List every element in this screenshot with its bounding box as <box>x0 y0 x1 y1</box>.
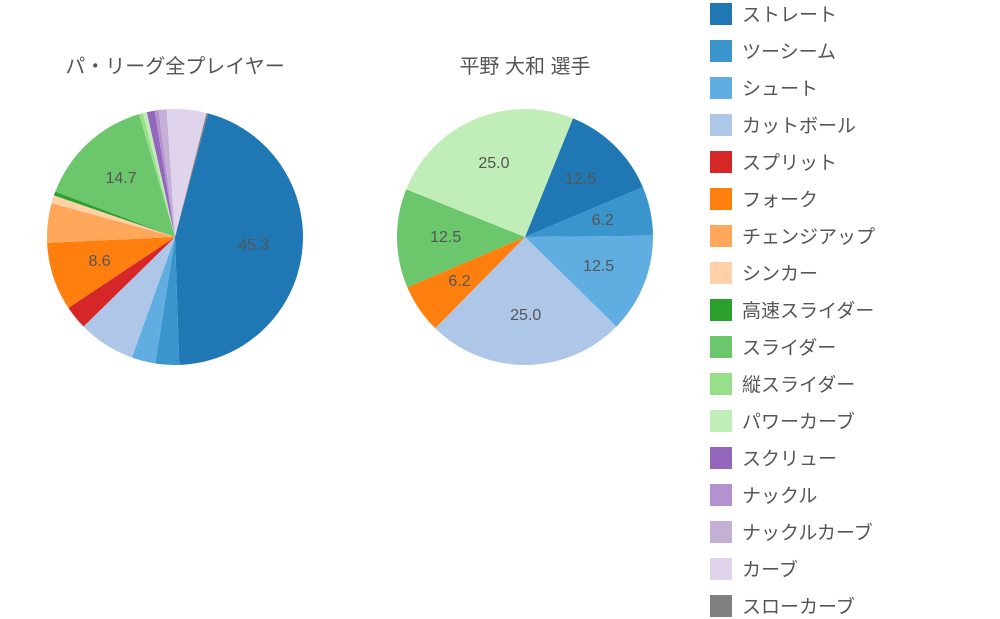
pie-chart-right-pie: 12.56.212.525.06.212.525.0 <box>397 109 653 370</box>
legend-label: カットボール <box>742 111 856 138</box>
legend-item: シンカー <box>710 259 990 286</box>
legend-label: スプリット <box>742 148 837 175</box>
legend-item: スプリット <box>710 148 990 175</box>
legend-swatch <box>710 40 732 62</box>
legend-item: ナックルカーブ <box>710 518 990 545</box>
legend-swatch <box>710 484 732 506</box>
pie-right-svg <box>397 109 653 365</box>
legend-label: スローカーブ <box>742 592 855 619</box>
legend-label: 縦スライダー <box>742 370 855 397</box>
legend-item: ストレート <box>710 0 990 27</box>
legend-label: スクリュー <box>742 444 837 471</box>
legend-swatch <box>710 188 732 210</box>
charts-region: パ・リーグ全プレイヤー 45.38.614.7 平野 大和 選手 12.56.2… <box>0 0 700 600</box>
legend-swatch <box>710 558 732 580</box>
legend-label: チェンジアップ <box>742 222 875 249</box>
legend-item: スローカーブ <box>710 592 990 619</box>
legend-item: スクリュー <box>710 444 990 471</box>
legend-item: シュート <box>710 74 990 101</box>
legend-swatch <box>710 299 732 321</box>
legend-label: カーブ <box>742 555 798 582</box>
legend-swatch <box>710 410 732 432</box>
legend-label: ナックル <box>742 481 817 508</box>
pie-left-svg <box>47 109 303 365</box>
legend: ストレートツーシームシュートカットボールスプリットフォークチェンジアップシンカー… <box>700 0 1000 600</box>
legend-item: パワーカーブ <box>710 407 990 434</box>
legend-label: ナックルカーブ <box>742 518 873 545</box>
legend-label: 高速スライダー <box>742 296 874 323</box>
legend-swatch <box>710 595 732 617</box>
legend-swatch <box>710 262 732 284</box>
legend-item: ツーシーム <box>710 37 990 64</box>
legend-swatch <box>710 114 732 136</box>
legend-swatch <box>710 447 732 469</box>
legend-swatch <box>710 336 732 358</box>
pie-chart-right: 平野 大和 選手 12.56.212.525.06.212.525.0 <box>397 50 653 370</box>
legend-item: スライダー <box>710 333 990 360</box>
legend-swatch <box>710 151 732 173</box>
legend-label: シュート <box>742 74 818 101</box>
legend-label: ツーシーム <box>742 37 836 64</box>
chart-container: パ・リーグ全プレイヤー 45.38.614.7 平野 大和 選手 12.56.2… <box>0 0 1000 600</box>
legend-item: 高速スライダー <box>710 296 990 323</box>
legend-label: ストレート <box>742 0 837 27</box>
legend-item: フォーク <box>710 185 990 212</box>
legend-item: ナックル <box>710 481 990 508</box>
legend-label: パワーカーブ <box>742 407 855 434</box>
legend-item: カットボール <box>710 111 990 138</box>
legend-item: 縦スライダー <box>710 370 990 397</box>
legend-swatch <box>710 521 732 543</box>
legend-swatch <box>710 373 732 395</box>
legend-swatch <box>710 3 732 25</box>
legend-swatch <box>710 77 732 99</box>
pie-chart-left-pie: 45.38.614.7 <box>47 109 303 370</box>
legend-label: シンカー <box>742 259 818 286</box>
legend-label: フォーク <box>742 185 818 212</box>
legend-item: チェンジアップ <box>710 222 990 249</box>
pie-chart-right-title: 平野 大和 選手 <box>459 50 590 79</box>
legend-item: カーブ <box>710 555 990 582</box>
legend-label: スライダー <box>742 333 836 360</box>
legend-swatch <box>710 225 732 247</box>
pie-chart-left: パ・リーグ全プレイヤー 45.38.614.7 <box>47 50 303 370</box>
pie-chart-left-title: パ・リーグ全プレイヤー <box>65 50 284 79</box>
